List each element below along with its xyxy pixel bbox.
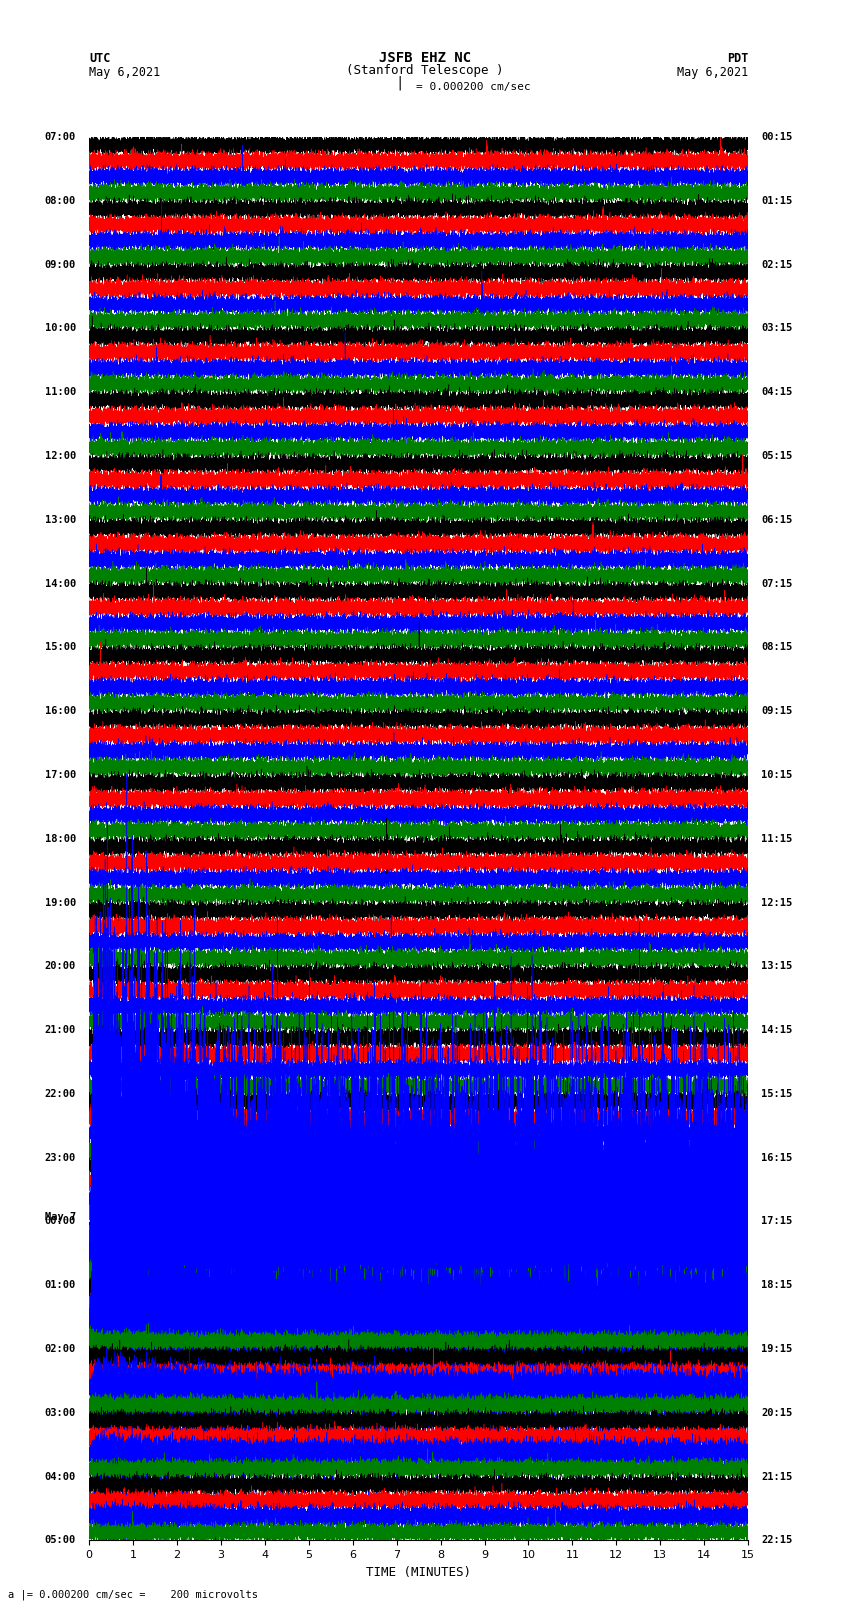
Text: 07:15: 07:15 [762,579,792,589]
Text: 10:15: 10:15 [762,769,792,781]
Text: 01:00: 01:00 [45,1281,76,1290]
Text: 15:00: 15:00 [45,642,76,652]
Text: PDT: PDT [727,52,748,65]
Text: 20:00: 20:00 [45,961,76,971]
Text: 05:15: 05:15 [762,452,792,461]
Text: May 7: May 7 [45,1211,76,1221]
Text: 09:00: 09:00 [45,260,76,269]
Text: UTC: UTC [89,52,110,65]
Text: 03:00: 03:00 [45,1408,76,1418]
Text: 20:15: 20:15 [762,1408,792,1418]
Text: 22:15: 22:15 [762,1536,792,1545]
Text: 09:15: 09:15 [762,706,792,716]
Text: 08:15: 08:15 [762,642,792,652]
Text: 17:15: 17:15 [762,1216,792,1226]
Text: 04:15: 04:15 [762,387,792,397]
Text: 00:15: 00:15 [762,132,792,142]
Text: 15:15: 15:15 [762,1089,792,1098]
Text: a |= 0.000200 cm/sec =    200 microvolts: a |= 0.000200 cm/sec = 200 microvolts [8,1589,258,1600]
Text: 17:00: 17:00 [45,769,76,781]
Text: 11:15: 11:15 [762,834,792,844]
Text: 12:15: 12:15 [762,897,792,908]
Text: 19:15: 19:15 [762,1344,792,1353]
Text: 16:00: 16:00 [45,706,76,716]
Text: 08:00: 08:00 [45,195,76,206]
Text: 12:00: 12:00 [45,452,76,461]
Text: JSFB EHZ NC: JSFB EHZ NC [379,50,471,65]
Text: 03:15: 03:15 [762,324,792,334]
Text: 02:15: 02:15 [762,260,792,269]
Text: 10:00: 10:00 [45,324,76,334]
Text: 13:15: 13:15 [762,961,792,971]
Text: 05:00: 05:00 [45,1536,76,1545]
Text: |: | [395,76,404,90]
Text: 16:15: 16:15 [762,1153,792,1163]
Text: 02:00: 02:00 [45,1344,76,1353]
Text: 04:00: 04:00 [45,1471,76,1482]
Text: May 6,2021: May 6,2021 [677,66,748,79]
Text: 06:15: 06:15 [762,515,792,524]
Text: May 6,2021: May 6,2021 [89,66,161,79]
Text: 22:00: 22:00 [45,1089,76,1098]
Text: 07:00: 07:00 [45,132,76,142]
Text: 00:00: 00:00 [45,1216,76,1226]
Text: 21:15: 21:15 [762,1471,792,1482]
Text: 23:00: 23:00 [45,1153,76,1163]
X-axis label: TIME (MINUTES): TIME (MINUTES) [366,1566,471,1579]
Text: 19:00: 19:00 [45,897,76,908]
Text: (Stanford Telescope ): (Stanford Telescope ) [346,65,504,77]
Text: 13:00: 13:00 [45,515,76,524]
Text: 18:00: 18:00 [45,834,76,844]
Text: 14:15: 14:15 [762,1026,792,1036]
Text: 11:00: 11:00 [45,387,76,397]
Text: 21:00: 21:00 [45,1026,76,1036]
Text: 14:00: 14:00 [45,579,76,589]
Text: 18:15: 18:15 [762,1281,792,1290]
Text: = 0.000200 cm/sec: = 0.000200 cm/sec [416,82,531,92]
Text: 01:15: 01:15 [762,195,792,206]
